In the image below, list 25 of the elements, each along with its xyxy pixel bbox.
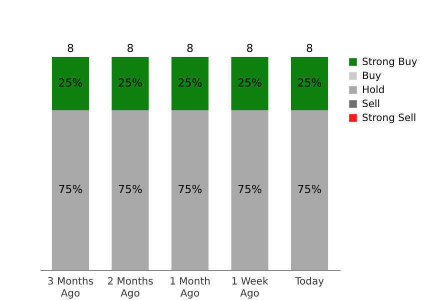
data-label: 75% xyxy=(297,183,322,196)
data-label: 75% xyxy=(118,183,142,196)
legend-label: Sell xyxy=(362,99,380,110)
data-label: 25% xyxy=(297,76,322,90)
annotation: 8 xyxy=(66,42,74,55)
data-label: 75% xyxy=(178,183,202,196)
x-tick-label: 2 Months Ago xyxy=(107,276,154,300)
annotation: 8 xyxy=(246,42,254,55)
x-tick-label: 1 Month Ago xyxy=(170,276,210,300)
data-label: 25% xyxy=(118,76,142,90)
data-label: 25% xyxy=(178,76,202,90)
data-label: 75% xyxy=(238,183,262,196)
annotation: 8 xyxy=(186,42,194,55)
legend-label: Hold xyxy=(362,85,385,96)
x-tick-label: 3 Months Ago xyxy=(47,276,94,300)
annotation: 8 xyxy=(306,42,314,55)
x-tick-label: Today xyxy=(294,276,324,288)
legend-label: Strong Buy xyxy=(362,57,418,68)
legend-label: Strong Sell xyxy=(362,113,416,124)
data-label: 25% xyxy=(58,76,83,90)
x-tick-label: 1 Week Ago xyxy=(231,276,268,300)
data-label: 25% xyxy=(238,76,262,90)
annotation: 8 xyxy=(126,42,134,55)
legend-label: Buy xyxy=(362,71,382,82)
data-label: 75% xyxy=(58,183,83,196)
